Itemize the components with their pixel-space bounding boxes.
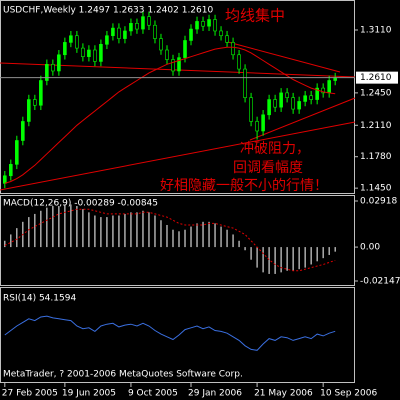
candle-body (303, 95, 307, 102)
candle-body (9, 164, 13, 177)
candle-body (147, 16, 151, 26)
candle-body (99, 43, 103, 62)
candle-body (93, 49, 97, 62)
candle-body (3, 175, 7, 184)
y-tick-label: -0.02147 (360, 277, 400, 287)
candle-body (111, 27, 115, 37)
y-tick-label: 1.2450 (360, 88, 392, 98)
candle-body (219, 30, 223, 37)
candle-body (225, 35, 229, 43)
candle-body (123, 30, 127, 39)
candle-body (33, 99, 37, 106)
candle-body (153, 24, 157, 39)
candle-body (183, 40, 187, 58)
candle-body (75, 35, 79, 49)
candle-body (87, 49, 91, 57)
candle-body (297, 101, 301, 110)
candle-body (105, 35, 109, 45)
trend-line (0, 121, 356, 191)
candle-body (207, 19, 211, 27)
y-tick-label: 0.00 (360, 243, 380, 253)
annotation: 均线集中 (225, 7, 285, 25)
candle-body (291, 97, 295, 110)
x-tick-label: 9 Oct 2005 (128, 389, 178, 399)
candle-body (159, 38, 163, 51)
candle-body (195, 21, 199, 30)
candle-body (27, 99, 31, 122)
candle-body (309, 95, 313, 100)
x-tick-label: 29 Jan 2006 (188, 389, 242, 399)
candle-body (81, 47, 85, 57)
candle-body (321, 87, 325, 94)
candle-body (45, 64, 49, 81)
candle-body (177, 57, 181, 72)
candle-body (267, 99, 271, 116)
rsi-title: RSI(14) 54.1594 (3, 294, 76, 304)
y-tick-label: 1.1780 (360, 152, 392, 162)
candle-body (285, 92, 289, 98)
candle-body (213, 19, 217, 32)
candle-body (117, 27, 121, 39)
candle-body (141, 16, 145, 30)
trend-line (249, 97, 356, 141)
candle-body (51, 64, 55, 72)
candle-body (201, 21, 205, 27)
y-tick-label: 0.02918 (360, 197, 397, 207)
annotation: 回调看幅度 (233, 160, 303, 176)
x-tick-label: 21 May 2006 (254, 389, 313, 399)
trend-line (227, 41, 341, 73)
candle-body (249, 97, 253, 122)
candle-body (189, 28, 193, 41)
chart-title: USDCHF,Weekly 1.2497 1.2633 1.2402 1.261… (3, 6, 213, 16)
candle-body (15, 140, 19, 165)
candle-body (21, 121, 25, 141)
credit: MetaTrader, ? 2001-2006 MetaQuotes Softw… (3, 370, 243, 380)
macd-panel-border (0, 195, 355, 286)
candle-body (129, 23, 133, 32)
candle-body (135, 23, 139, 30)
candle-body (255, 121, 259, 132)
candle-body (63, 42, 67, 56)
x-tick-label: 27 Feb 2005 (2, 389, 58, 399)
candle-body (165, 49, 169, 60)
rsi-line (4, 315, 336, 351)
candle-body (57, 54, 61, 72)
moving-average (4, 46, 336, 184)
x-tick-label: 19 Jun 2005 (62, 389, 116, 399)
candle-body (231, 42, 235, 56)
signal-line (4, 208, 336, 272)
last-price-box (356, 71, 398, 84)
candle-body (327, 80, 331, 94)
candle-body (171, 59, 175, 72)
y-tick-label: 1.1450 (360, 184, 392, 194)
annotation: 好相隐藏一般不小的行情！ (160, 178, 328, 194)
rsi-panel-border (0, 287, 355, 383)
candle-body (237, 54, 241, 70)
candle-body (273, 99, 277, 108)
candle-body (243, 68, 247, 98)
annotation: 冲破阻力， (240, 141, 310, 157)
candle-body (69, 35, 73, 43)
price-panel-border (0, 0, 355, 194)
x-tick-label: 10 Sep 2006 (320, 389, 377, 399)
candle-body (39, 80, 43, 106)
candle-body (261, 114, 265, 132)
candle-body (315, 87, 319, 100)
macd-title: MACD(12,26,9) -0.00289 -0.00845 (3, 199, 158, 209)
y-tick-label: 1.2110 (360, 121, 392, 131)
y-tick-label: 1.3110 (360, 26, 392, 36)
last-price-label: 1.2610 (360, 73, 392, 83)
candle-body (279, 92, 283, 108)
